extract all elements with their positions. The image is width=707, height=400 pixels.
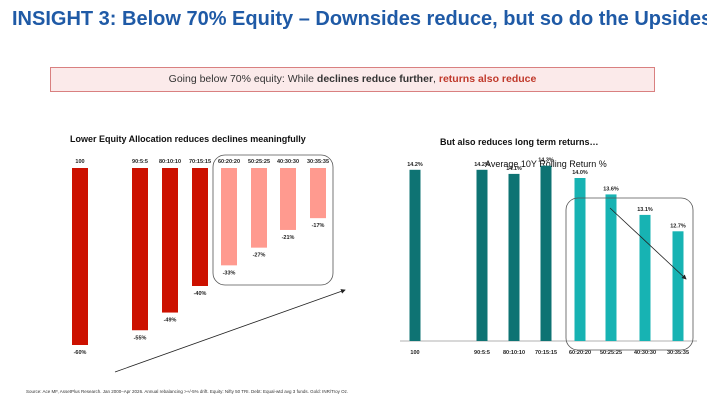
left-value-label: -21%	[282, 235, 295, 241]
left-value-label: -55%	[134, 335, 147, 341]
right-category-label: 80:10:10	[503, 350, 525, 356]
left-highlight-box	[212, 154, 334, 286]
left-bar	[310, 168, 326, 219]
left-bar	[221, 168, 237, 266]
left-value-label: -49%	[164, 318, 177, 324]
right-highlight-box	[565, 197, 694, 351]
right-bar	[540, 165, 552, 341]
right-value-label: 14.2%	[474, 162, 490, 168]
right-category-label: 70:15:15	[535, 350, 557, 356]
right-value-label: 14.0%	[572, 170, 588, 176]
right-bar	[605, 194, 617, 341]
left-category-label: 100	[75, 159, 84, 165]
right-bar	[508, 173, 520, 341]
page-title: INSIGHT 3: Below 70% Equity – Downsides …	[12, 8, 707, 30]
left-category-label: 90:5:5	[132, 159, 148, 165]
left-value-label: -27%	[253, 253, 266, 259]
banner-red: returns also reduce	[438, 73, 537, 85]
left-bar	[192, 168, 208, 286]
right-bar	[574, 178, 586, 341]
banner-comma: ,	[433, 73, 439, 85]
right-category-label: 60:20:20	[569, 350, 591, 356]
right-category-label: 100	[410, 350, 419, 356]
right-value-label: 12.7%	[670, 223, 686, 229]
right-category-label: 30:35:35	[667, 350, 689, 356]
right-category-label: 90:5:5	[474, 350, 490, 356]
right-value-label: 13.1%	[637, 207, 653, 213]
left-bar	[251, 168, 267, 248]
right-bar	[639, 214, 651, 341]
trend-arrow-up	[114, 289, 346, 373]
right-value-label: 14.2%	[407, 162, 423, 168]
left-bar	[280, 168, 296, 230]
left-chart-title: Lower Equity Allocation reduces declines…	[70, 134, 306, 144]
trend-arrow-down	[609, 207, 687, 280]
left-bar	[162, 168, 178, 313]
banner-prefix: Going below 70% equity: While	[168, 73, 317, 85]
insight-banner: Going below 70% equity: While declines r…	[50, 67, 655, 92]
left-category-label: 30:35:35	[307, 159, 329, 165]
left-category-label: 50:25:25	[248, 159, 270, 165]
right-bar	[476, 169, 488, 341]
left-value-label: -40%	[194, 291, 207, 297]
left-category-label: 40:30:30	[277, 159, 299, 165]
right-bar	[672, 231, 684, 341]
right-category-label: 40:30:30	[634, 350, 656, 356]
right-value-label: 14.1%	[506, 166, 522, 172]
left-value-label: -33%	[223, 270, 236, 276]
right-chart-title: But also reduces long term returns…	[440, 137, 599, 147]
right-chart-subtitle: Average 10Y Rolling Return %	[485, 159, 607, 169]
left-bar	[72, 168, 88, 345]
left-value-label: -17%	[312, 223, 325, 229]
left-value-label: -60%	[74, 350, 87, 356]
banner-bold: declines reduce further	[316, 73, 434, 85]
footnote: Source: Ace MF, AssetPlus Research. Jan …	[26, 389, 349, 394]
left-bar	[132, 168, 148, 331]
right-value-label: 14.3%	[538, 158, 554, 164]
left-category-label: 70:15:15	[189, 159, 211, 165]
right-bar	[409, 169, 421, 341]
right-category-label: 50:25:25	[600, 350, 622, 356]
left-category-label: 60:20:20	[218, 159, 240, 165]
right-value-label: 13.6%	[603, 186, 619, 192]
left-category-label: 80:10:10	[159, 159, 181, 165]
